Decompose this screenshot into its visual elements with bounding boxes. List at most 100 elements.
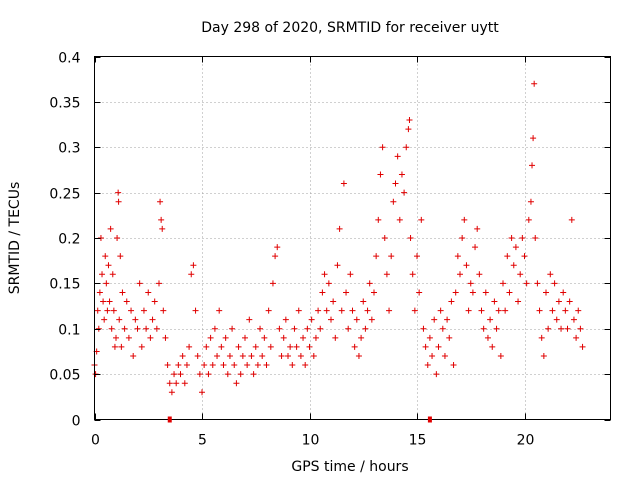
data-point xyxy=(297,352,304,359)
data-point xyxy=(406,117,413,124)
data-point xyxy=(364,307,371,314)
data-point xyxy=(244,362,251,369)
data-point xyxy=(312,334,319,341)
data-point xyxy=(308,316,315,323)
data-point xyxy=(345,325,352,332)
data-point xyxy=(448,298,455,305)
data-point xyxy=(332,334,339,341)
data-point xyxy=(360,298,367,305)
data-point xyxy=(95,325,102,332)
data-point xyxy=(409,271,416,278)
data-point xyxy=(392,180,399,187)
data-point xyxy=(104,307,111,314)
data-point xyxy=(577,325,584,332)
data-point xyxy=(151,298,158,305)
data-point xyxy=(433,371,440,378)
data-point xyxy=(108,325,115,332)
data-point xyxy=(323,307,330,314)
data-point xyxy=(177,371,184,378)
ticks-layer: 0 0.05 0.1 0.15 0.2 0.25 0.3 0.35 0.4 0 5 10 15 20 xyxy=(49,51,611,449)
data-point xyxy=(478,307,485,314)
data-point xyxy=(257,325,264,332)
data-point xyxy=(145,289,152,296)
data-point xyxy=(366,280,373,287)
data-point xyxy=(194,352,201,359)
data-point xyxy=(558,325,565,332)
data-point xyxy=(96,289,103,296)
data-point xyxy=(487,316,494,323)
data-point xyxy=(480,325,487,332)
data-point xyxy=(525,216,532,223)
grid-layer xyxy=(94,56,611,420)
data-point xyxy=(424,362,431,369)
data-point xyxy=(461,216,468,223)
data-point xyxy=(259,352,266,359)
data-point xyxy=(188,271,195,278)
data-point xyxy=(162,334,169,341)
data-point xyxy=(175,362,182,369)
data-point xyxy=(319,289,326,296)
data-point xyxy=(529,162,536,169)
y-tick-label: 0.1 xyxy=(58,323,80,339)
data-point xyxy=(386,307,393,314)
data-point xyxy=(463,262,470,269)
data-point xyxy=(117,253,124,260)
data-point xyxy=(398,171,405,178)
data-point xyxy=(159,225,166,232)
data-point xyxy=(287,343,294,350)
data-point xyxy=(315,307,322,314)
data-point xyxy=(183,362,190,369)
data-point xyxy=(570,316,577,323)
data-point xyxy=(265,307,272,314)
data-point xyxy=(338,307,345,314)
data-point xyxy=(160,307,167,314)
x-axis-marker xyxy=(427,416,432,423)
data-point xyxy=(134,325,141,332)
data-point xyxy=(564,325,571,332)
data-point xyxy=(111,343,118,350)
data-point xyxy=(383,271,390,278)
data-point xyxy=(527,198,534,205)
data-point xyxy=(435,343,442,350)
data-point xyxy=(114,235,121,241)
data-point xyxy=(115,189,122,196)
data-point xyxy=(502,307,509,314)
data-point xyxy=(347,271,354,278)
data-point xyxy=(362,325,369,332)
data-point xyxy=(543,289,549,296)
data-point xyxy=(508,235,515,241)
data-point xyxy=(491,298,498,305)
data-point xyxy=(166,380,173,387)
data-point xyxy=(405,126,412,133)
data-point xyxy=(349,307,356,314)
x-tick-label: 15 xyxy=(409,433,427,449)
data-point xyxy=(125,334,132,341)
data-point xyxy=(207,334,214,341)
data-point xyxy=(310,352,317,359)
data-point xyxy=(261,334,268,341)
data-point xyxy=(512,244,519,251)
data-point xyxy=(467,280,474,287)
data-point xyxy=(203,343,210,350)
data-point xyxy=(231,362,238,369)
data-point xyxy=(407,235,414,241)
data-point xyxy=(325,280,332,287)
data-point xyxy=(103,280,110,287)
data-point xyxy=(94,307,101,314)
data-point xyxy=(403,144,410,151)
data-point xyxy=(289,362,296,369)
data-point xyxy=(452,289,459,296)
data-point xyxy=(351,343,358,350)
data-point xyxy=(190,262,197,269)
data-point xyxy=(115,198,122,205)
data-point xyxy=(555,298,562,305)
data-point xyxy=(476,271,483,278)
data-point xyxy=(293,343,300,350)
data-point xyxy=(575,307,582,314)
data-point xyxy=(510,262,517,269)
data-point xyxy=(239,352,246,359)
data-point xyxy=(547,271,554,278)
data-point xyxy=(140,307,147,314)
y-tick-label: 0.3 xyxy=(58,141,80,157)
